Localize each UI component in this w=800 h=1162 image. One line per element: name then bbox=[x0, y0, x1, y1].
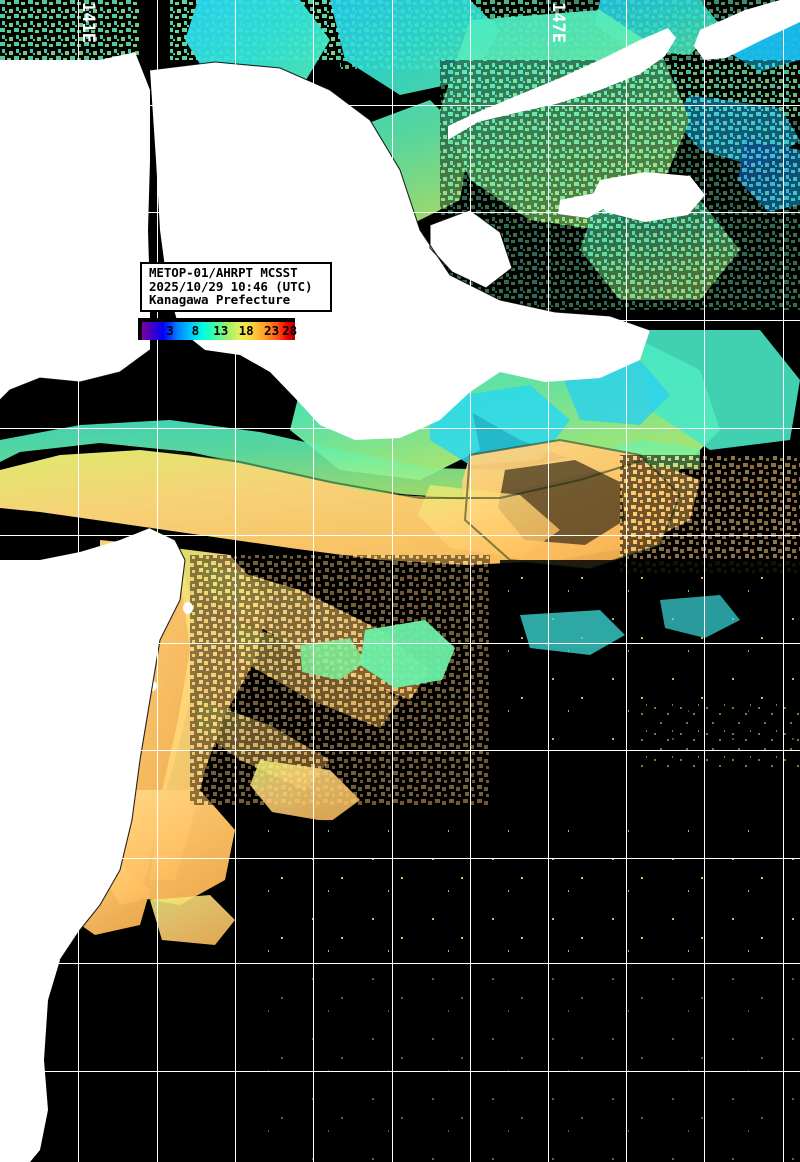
region-southeast-sparse bbox=[260, 560, 800, 1160]
longitude-label-147e: 147E bbox=[548, 2, 568, 43]
region-mid-frame-green-patch bbox=[300, 620, 455, 688]
longitude-label-141e: 141E bbox=[78, 2, 98, 43]
colorbar-tick-8: 8 bbox=[191, 323, 200, 338]
colorbar-tick-13: 13 bbox=[213, 323, 229, 338]
coastline bbox=[0, 61, 651, 961]
info-sensor-line: METOP-01/AHRPT MCSST bbox=[149, 265, 298, 280]
colorbar-tick-labels: 3 8 13 18 23 28 bbox=[142, 322, 298, 340]
info-datetime-line: 2025/10/29 10:46 (UTC) bbox=[149, 278, 313, 294]
info-source-line: Kanagawa Prefecture bbox=[149, 292, 291, 307]
thermal-front-outline bbox=[159, 438, 682, 570]
colorbar-tick-28: 28 bbox=[282, 323, 298, 338]
colorbar-tick-3: 3 bbox=[166, 323, 174, 338]
latitude-label-45n: 45N bbox=[6, 88, 37, 108]
colorbar-tick-18: 18 bbox=[238, 323, 254, 338]
colorbar-gradient bbox=[142, 322, 295, 340]
info-legend-box: METOP-01/AHRPT MCSST 2025/10/29 10:46 (U… bbox=[140, 262, 332, 312]
sst-colorbar: 3 8 13 18 23 28 bbox=[138, 318, 298, 340]
colorbar-tick-23: 23 bbox=[264, 323, 280, 338]
